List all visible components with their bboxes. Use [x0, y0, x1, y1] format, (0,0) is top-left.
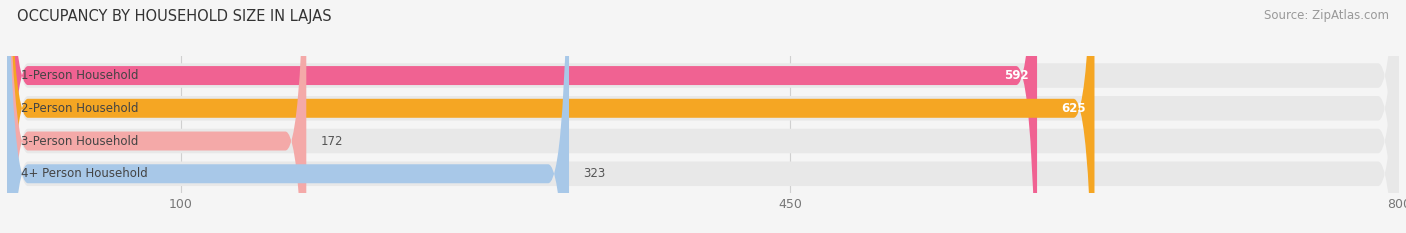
FancyBboxPatch shape — [7, 0, 1399, 233]
Text: 323: 323 — [583, 167, 605, 180]
Text: 1-Person Household: 1-Person Household — [21, 69, 138, 82]
Text: OCCUPANCY BY HOUSEHOLD SIZE IN LAJAS: OCCUPANCY BY HOUSEHOLD SIZE IN LAJAS — [17, 9, 332, 24]
FancyBboxPatch shape — [7, 0, 1094, 233]
Text: Source: ZipAtlas.com: Source: ZipAtlas.com — [1264, 9, 1389, 22]
Text: 172: 172 — [321, 134, 343, 147]
Text: 2-Person Household: 2-Person Household — [21, 102, 138, 115]
Text: 3-Person Household: 3-Person Household — [21, 134, 138, 147]
Text: 625: 625 — [1062, 102, 1085, 115]
FancyBboxPatch shape — [7, 0, 1399, 233]
FancyBboxPatch shape — [7, 0, 569, 233]
FancyBboxPatch shape — [7, 0, 307, 233]
Text: 4+ Person Household: 4+ Person Household — [21, 167, 148, 180]
FancyBboxPatch shape — [7, 0, 1399, 233]
FancyBboxPatch shape — [7, 0, 1038, 233]
Text: 592: 592 — [1004, 69, 1028, 82]
FancyBboxPatch shape — [7, 0, 1399, 233]
